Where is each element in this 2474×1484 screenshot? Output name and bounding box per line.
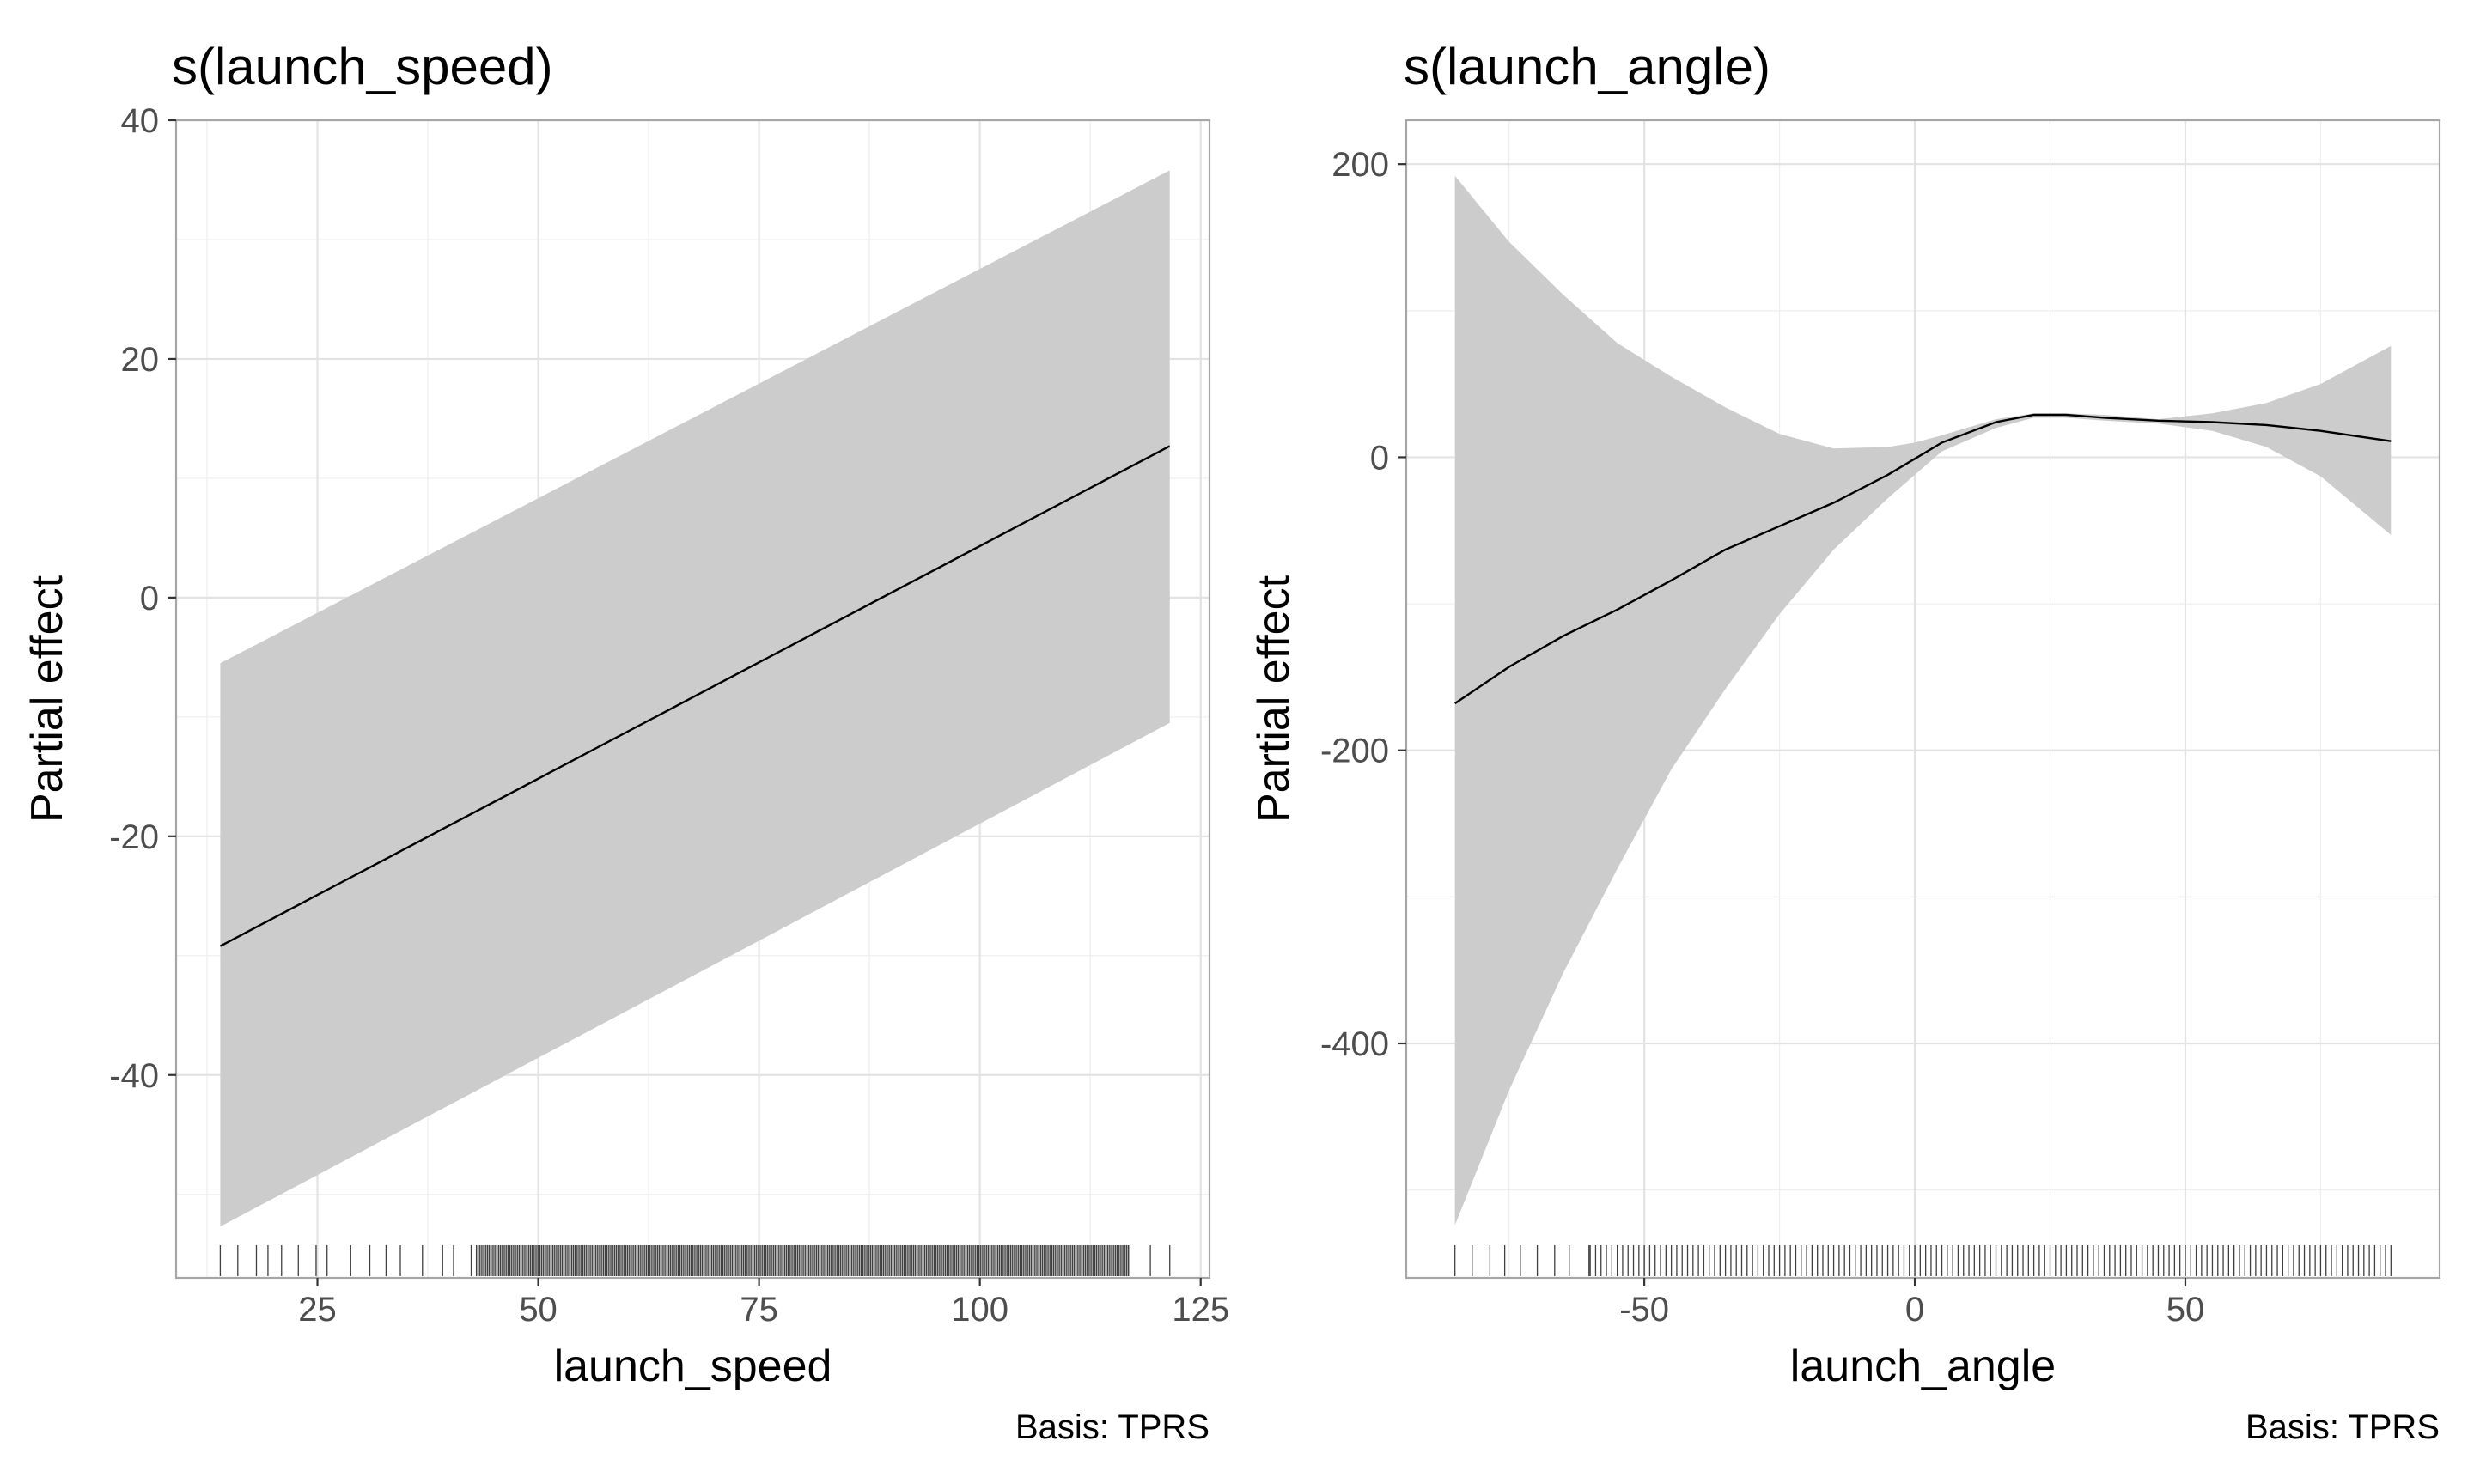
panel-border <box>174 119 1211 1280</box>
caption: Basis: TPRS <box>1015 1408 1210 1446</box>
y-tick-label: 20 <box>121 341 160 379</box>
smooth-line <box>219 445 1171 947</box>
x-tick-label: 100 <box>951 1291 1008 1329</box>
x-tick-label: 25 <box>298 1291 337 1329</box>
smooth-line <box>1454 413 2392 705</box>
y-tick-label: 200 <box>1331 146 1389 184</box>
y-tick-label: -20 <box>109 818 159 856</box>
panel-1: 25 50 75 100 125 -40 -20 0 20 40 s(launch_speed)la… <box>22 38 1229 1446</box>
y-tick-label: 0 <box>1370 439 1389 477</box>
y-tick-label: 40 <box>121 102 160 140</box>
y-tick-label: -400 <box>1320 1025 1389 1063</box>
x-tick-label: 50 <box>519 1291 558 1329</box>
x-tick-label: -50 <box>1619 1291 1669 1329</box>
x-axis-title: launch_angle <box>1790 1341 2056 1391</box>
y-tick-label: 0 <box>140 580 159 617</box>
x-axis-title: launch_speed <box>554 1341 832 1391</box>
y-axis-ticks: -40 -20 0 20 40 <box>109 102 176 1095</box>
panel-border <box>1405 119 2441 1280</box>
chart-title: s(launch_angle) <box>1404 38 1770 95</box>
x-axis-ticks: -50 0 50 <box>1619 1278 2204 1329</box>
y-axis-ticks: -400 -200 0 200 <box>1320 146 1406 1063</box>
y-tick-label: -40 <box>109 1057 159 1095</box>
x-tick-label: 50 <box>2166 1291 2205 1329</box>
chart-title: s(launch_speed) <box>172 38 553 95</box>
rug <box>219 1245 1171 1276</box>
x-axis-ticks: 25 50 75 100 125 <box>298 1278 1229 1329</box>
caption: Basis: TPRS <box>2245 1408 2440 1446</box>
x-tick-label: 75 <box>740 1291 778 1329</box>
y-axis-title: Partial effect <box>22 575 72 823</box>
confidence-band <box>1454 175 2392 1226</box>
y-axis-title: Partial effect <box>1249 575 1299 823</box>
rug <box>1454 1245 2392 1276</box>
panel-2: -50 0 50 -400 -200 0 200 s(launch_angle) launch_… <box>1249 38 2441 1446</box>
confidence-band <box>220 170 1170 1227</box>
x-tick-label: 125 <box>1172 1291 1229 1329</box>
y-tick-label: -200 <box>1320 733 1389 770</box>
x-tick-label: 0 <box>1905 1291 1924 1329</box>
